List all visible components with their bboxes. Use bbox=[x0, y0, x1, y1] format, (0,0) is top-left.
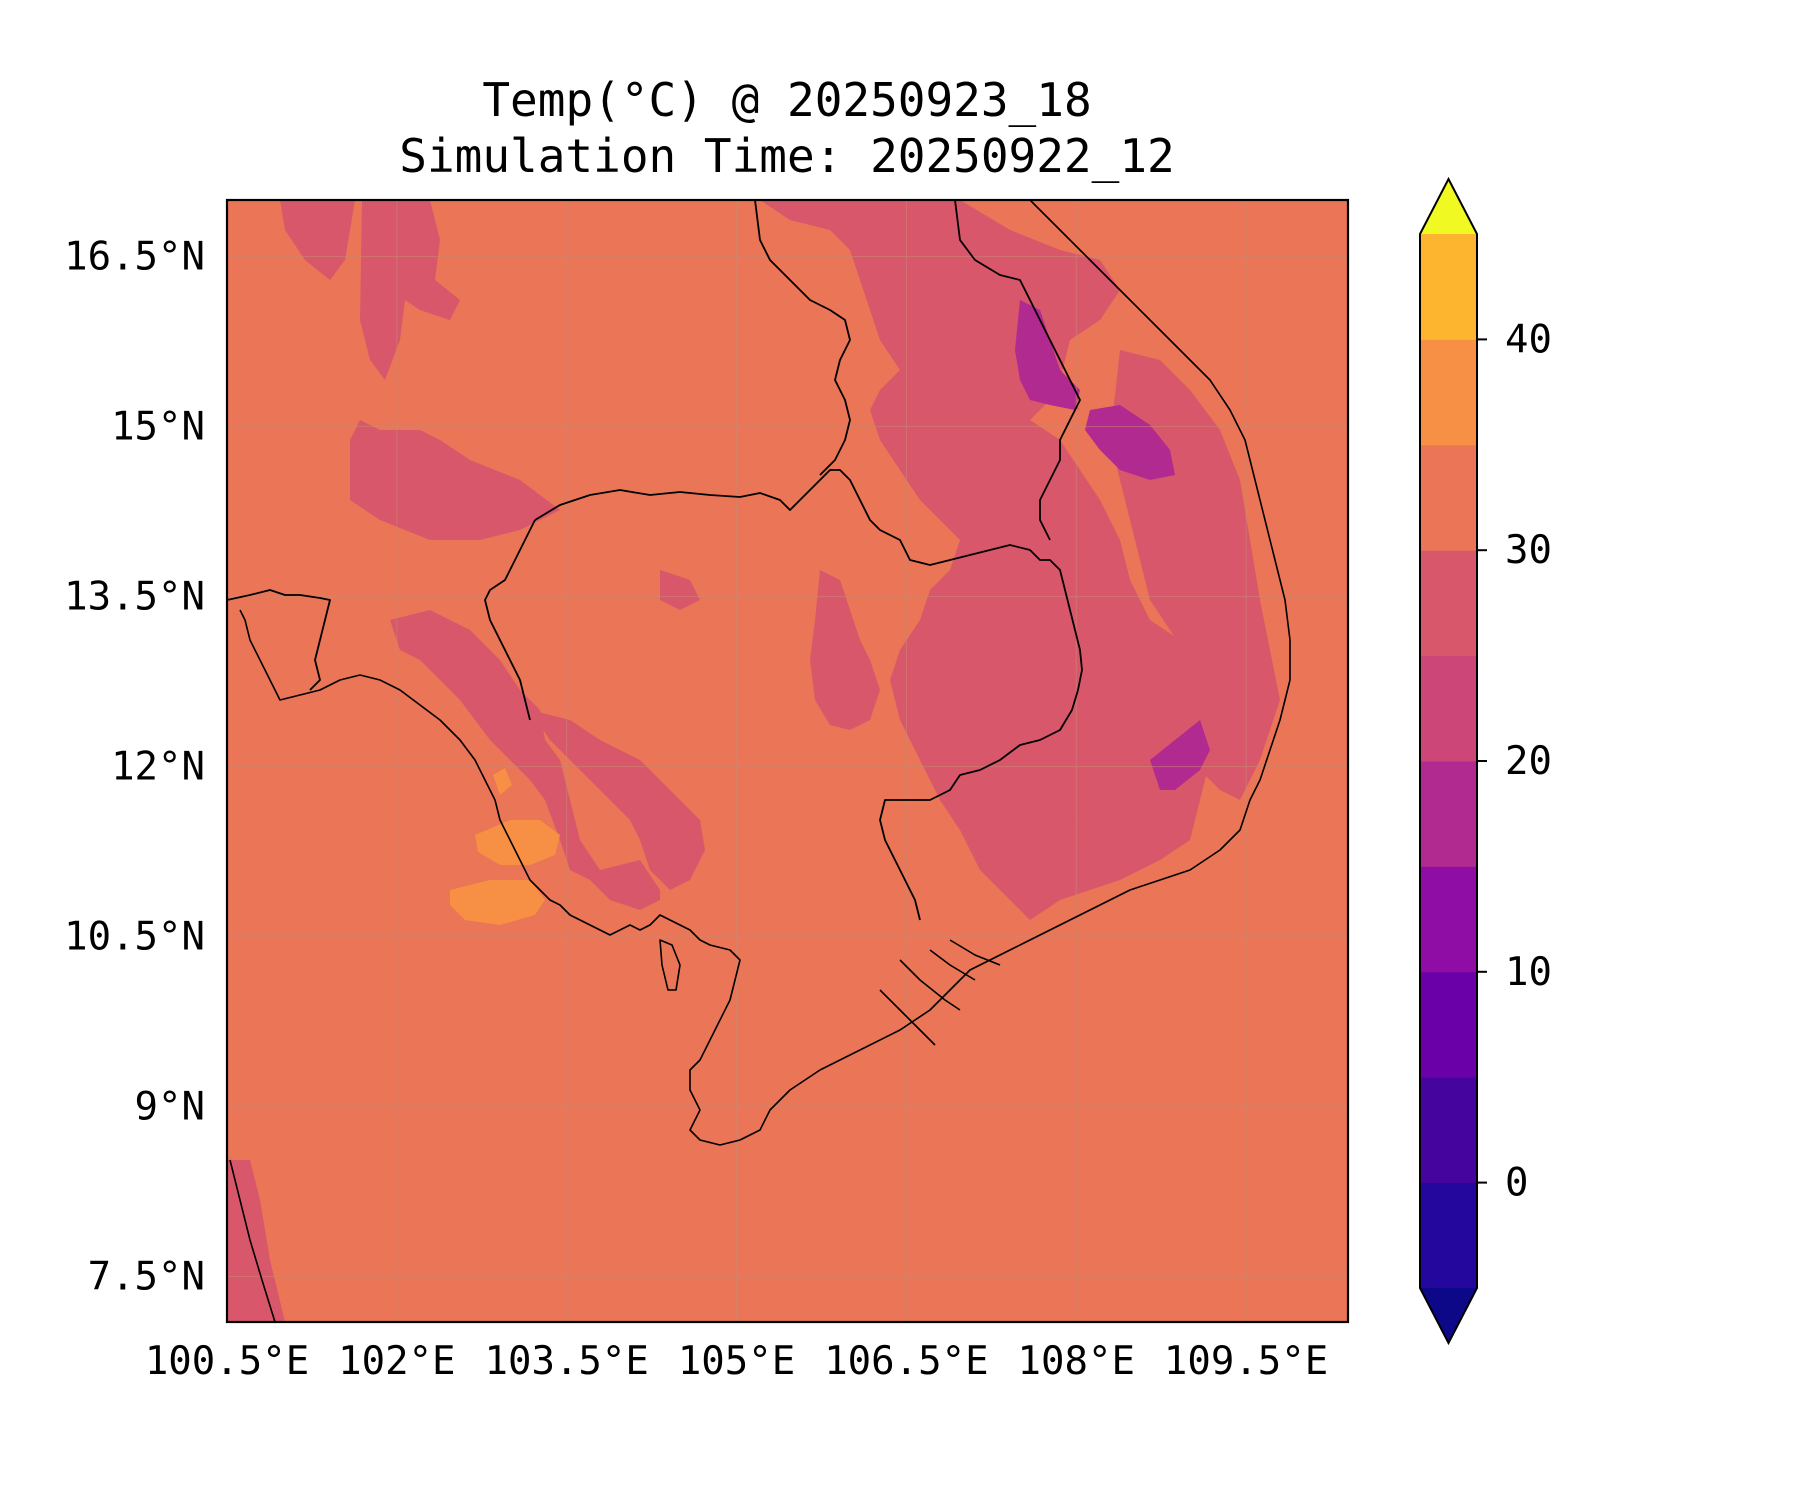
lon-tick-labels: 100.5°E 102°E 103.5°E 105°E 106.5°E 108°E 109.… bbox=[145, 1339, 1328, 1384]
map-frame bbox=[225, 198, 1350, 1324]
coastline-mekong-delta bbox=[879, 939, 1001, 1046]
colorbar-tick-label: 30 bbox=[1505, 528, 1552, 573]
lat-tick-label: 12°N bbox=[111, 745, 205, 790]
colorbar-band bbox=[1420, 234, 1477, 340]
lon-tick-label: 109.5°E bbox=[1164, 1339, 1328, 1384]
border-laos-thailand bbox=[754, 200, 851, 476]
field-region-20-25-central bbox=[810, 570, 880, 730]
border-cambodia bbox=[534, 469, 1083, 921]
temperature-field bbox=[227, 200, 1280, 1322]
field-region-20-25-southwest-mid bbox=[530, 710, 705, 890]
field-region-20-25-central-north bbox=[350, 420, 560, 540]
lat-tick-label: 16.5°N bbox=[64, 235, 205, 280]
field-region-20-25-west-coast bbox=[390, 610, 660, 910]
colorbar-tick-label: 0 bbox=[1505, 1161, 1528, 1206]
lon-tick-label: 103.5°E bbox=[485, 1339, 649, 1384]
field-region-15-20-northeast bbox=[1085, 405, 1175, 480]
lon-tick-label: 106.5°E bbox=[824, 1339, 988, 1384]
field-region-15-20-north bbox=[1015, 300, 1080, 410]
colorbar-tick-label: 20 bbox=[1505, 739, 1552, 784]
border-cambodia-west bbox=[484, 519, 536, 721]
lat-tick-label: 9°N bbox=[135, 1085, 205, 1130]
colorbar-band bbox=[1420, 1182, 1477, 1289]
lon-tick-label: 102°E bbox=[338, 1339, 455, 1384]
colorbar: 0 10 20 30 40 bbox=[1419, 176, 1552, 1346]
colorbar-band bbox=[1420, 971, 1477, 1078]
lat-tick-label: 15°N bbox=[111, 405, 205, 450]
lat-tick-label: 7.5°N bbox=[88, 1255, 205, 1300]
lon-tick-label: 100.5°E bbox=[145, 1339, 309, 1384]
lon-tick-label: 105°E bbox=[678, 1339, 795, 1384]
field-region-20-25-northwest bbox=[280, 200, 355, 280]
lat-tick-label: 13.5°N bbox=[64, 575, 205, 620]
colorbar-extend-min bbox=[1420, 1288, 1477, 1343]
field-region-20-25-southwest-edge bbox=[227, 1160, 285, 1322]
colorbar-tick-label: 10 bbox=[1505, 950, 1552, 995]
field-region-30-35-gulf-b bbox=[450, 880, 545, 925]
lat-tick-label: 10.5°N bbox=[64, 915, 205, 960]
border-laos-vietnam bbox=[954, 200, 1081, 541]
colorbar-outline bbox=[1419, 176, 1478, 1346]
map-title-line1: Temp(°C) @ 20250923_18 bbox=[482, 73, 1091, 127]
coastline-gulf-island bbox=[659, 939, 681, 991]
border-thailand-myanmar bbox=[227, 589, 331, 691]
field-region-20-25-north-strip bbox=[360, 200, 460, 380]
colorbar-band bbox=[1420, 444, 1477, 551]
field-region-30-35-gulf-a bbox=[475, 820, 560, 865]
field-region-20-25-patch-a bbox=[660, 570, 700, 610]
coastline-southwest-peninsula bbox=[229, 1159, 276, 1322]
field-region-20-25-northeast bbox=[760, 200, 1240, 920]
colorbar-extend-max bbox=[1420, 179, 1477, 234]
map-title-line2: Simulation Time: 20250922_12 bbox=[399, 129, 1174, 183]
colorbar-band bbox=[1420, 866, 1477, 973]
field-region-30-35-gulf-c bbox=[493, 768, 512, 795]
lon-tick-label: 108°E bbox=[1018, 1339, 1135, 1384]
colorbar-band bbox=[1420, 761, 1477, 867]
map-gridlines bbox=[227, 200, 1348, 1322]
colorbar-band bbox=[1420, 1077, 1477, 1184]
coastlines-and-borders bbox=[227, 200, 1291, 1322]
lat-tick-labels: 16.5°N 15°N 13.5°N 12°N 10.5°N 9°N 7.5°N bbox=[64, 235, 205, 1300]
colorbar-band bbox=[1420, 655, 1477, 762]
colorbar-band bbox=[1420, 339, 1477, 446]
field-region-15-20-east bbox=[1150, 720, 1210, 790]
colorbar-tick-label: 40 bbox=[1505, 317, 1552, 362]
map-panel bbox=[227, 200, 1348, 1322]
colorbar-band bbox=[1420, 550, 1477, 657]
field-region-20-25-patch-b bbox=[1010, 810, 1090, 880]
coastline-east-vietnam bbox=[239, 200, 1291, 1146]
